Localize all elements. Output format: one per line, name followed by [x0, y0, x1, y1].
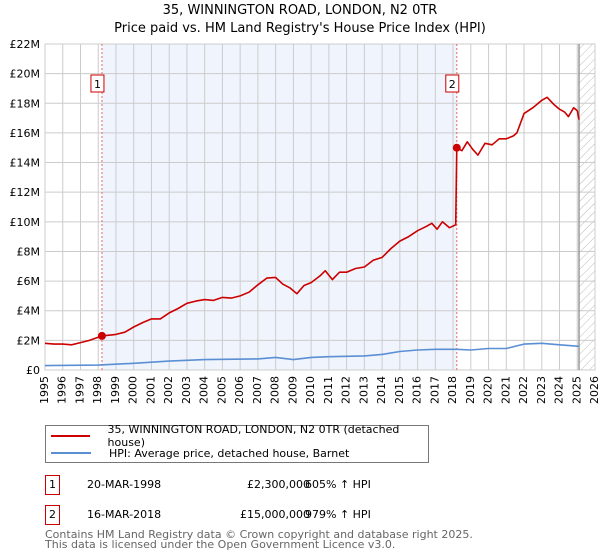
- y-tick-label: £14M: [10, 157, 41, 170]
- x-tick-label: 2020: [482, 376, 495, 404]
- x-tick-label: 2008: [269, 376, 282, 404]
- x-tick-label: 2002: [162, 376, 175, 404]
- y-tick-label: £4M: [17, 305, 41, 318]
- y-tick-label: £10M: [10, 216, 41, 229]
- price-chart: 1995 1996 1997 1998 1999 2000 2001 2002 2003 2004…: [10, 38, 600, 404]
- x-tick-label: 1997: [73, 376, 86, 404]
- subtitle-line: Price paid vs. HM Land Registry's House …: [114, 21, 486, 36]
- x-tick-label: 2026: [588, 376, 600, 404]
- chart-title: 35, WINNINGTON ROAD, LONDON, N2 0TR Pric…: [0, 2, 600, 38]
- transaction-price: £15,000,000: [240, 508, 310, 521]
- x-tick-label: 1996: [56, 376, 69, 404]
- x-tick-label: 2022: [517, 376, 530, 404]
- y-tick-label: £12M: [10, 186, 41, 199]
- x-tick-label: 1995: [38, 376, 51, 404]
- legend-item-property: 35, WINNINGTON ROAD, LONDON, N2 0TR (det…: [46, 423, 428, 449]
- transaction-hpi: 979% ↑ HPI: [305, 508, 371, 521]
- x-tick-label: 1998: [91, 376, 104, 404]
- y-tick-label: £20M: [10, 68, 41, 81]
- property-price-line: [44, 96, 580, 346]
- shaded-ownership-period: [101, 44, 457, 370]
- x-tick-label: 2000: [127, 376, 140, 404]
- sale-point: [452, 143, 461, 152]
- y-tick-label: £18M: [10, 97, 41, 110]
- transaction-row: 2 16-MAR-2018 £15,000,000 979% ↑ HPI: [45, 505, 445, 525]
- legend: 35, WINNINGTON ROAD, LONDON, N2 0TR (det…: [45, 423, 429, 463]
- x-tick-label: 2024: [553, 376, 566, 404]
- x-tick-label: 1999: [109, 376, 122, 404]
- x-tick-label: 2016: [411, 376, 424, 404]
- x-tick-label: 2011: [322, 376, 335, 404]
- x-tick-label: 2021: [499, 376, 512, 404]
- sale-badge-box: [90, 74, 105, 93]
- transaction-row: 1 20-MAR-1998 £2,300,000 605% ↑ HPI: [45, 475, 445, 495]
- x-tick-label: 2019: [464, 376, 477, 404]
- x-tick-label: 2004: [198, 376, 211, 404]
- x-tick-label: 2006: [233, 376, 246, 404]
- legend-label: HPI: Average price, detached house, Barn…: [109, 446, 350, 460]
- transaction-badge: 2: [45, 505, 60, 525]
- x-tick-label: 2023: [535, 376, 548, 404]
- legend-item-hpi: HPI: Average price, detached house, Barn…: [46, 445, 349, 461]
- transaction-date: 20-MAR-1998: [87, 478, 162, 491]
- hatched-future-region: [579, 44, 595, 370]
- y-tick-label: £16M: [10, 127, 41, 140]
- y-tick-label: £0: [26, 364, 40, 377]
- transaction-hpi: 605% ↑ HPI: [305, 478, 371, 491]
- footer-licence: This data is licensed under the Open Gov…: [45, 538, 396, 551]
- sale-badge-label: 2: [449, 78, 456, 91]
- footer: Contains HM Land Registry data © Crown c…: [45, 528, 473, 551]
- x-tick-label: 2012: [340, 376, 353, 404]
- y-tick-label: £8M: [17, 245, 41, 258]
- x-tick-label: 2005: [215, 376, 228, 404]
- sale-badge-label: 1: [94, 78, 101, 91]
- sale-badge-box: [445, 74, 460, 93]
- transaction-date: 16-MAR-2018: [87, 508, 162, 521]
- x-tick-label: 2003: [180, 376, 193, 404]
- y-tick-label: £6M: [17, 275, 41, 288]
- plot-border: [44, 43, 596, 371]
- hpi-line: [44, 342, 580, 367]
- x-tick-label: 2014: [375, 376, 388, 404]
- x-tick-label: 2015: [393, 376, 406, 404]
- x-tick-label: 2025: [570, 376, 583, 404]
- red-line-swatch-icon: [51, 435, 90, 437]
- y-tick-label: £2M: [17, 334, 41, 347]
- x-tick-label: 2010: [304, 376, 317, 404]
- transaction-badge: 1: [45, 475, 60, 495]
- x-tick-label: 2007: [251, 376, 264, 404]
- blue-line-swatch-icon: [51, 452, 91, 454]
- title-line: 35, WINNINGTON ROAD, LONDON, N2 0TR: [162, 3, 438, 18]
- footer-copyright: Contains HM Land Registry data © Crown c…: [45, 528, 473, 541]
- x-tick-label: 2009: [286, 376, 299, 404]
- x-tick-label: 2018: [446, 376, 459, 404]
- y-tick-label: £22M: [10, 38, 41, 51]
- x-tick-label: 2017: [428, 376, 441, 404]
- transaction-price: £2,300,000: [247, 478, 310, 491]
- x-tick-label: 2013: [357, 376, 370, 404]
- sale-point: [97, 331, 106, 340]
- x-tick-label: 2001: [144, 376, 157, 404]
- legend-label: 35, WINNINGTON ROAD, LONDON, N2 0TR (det…: [107, 423, 400, 449]
